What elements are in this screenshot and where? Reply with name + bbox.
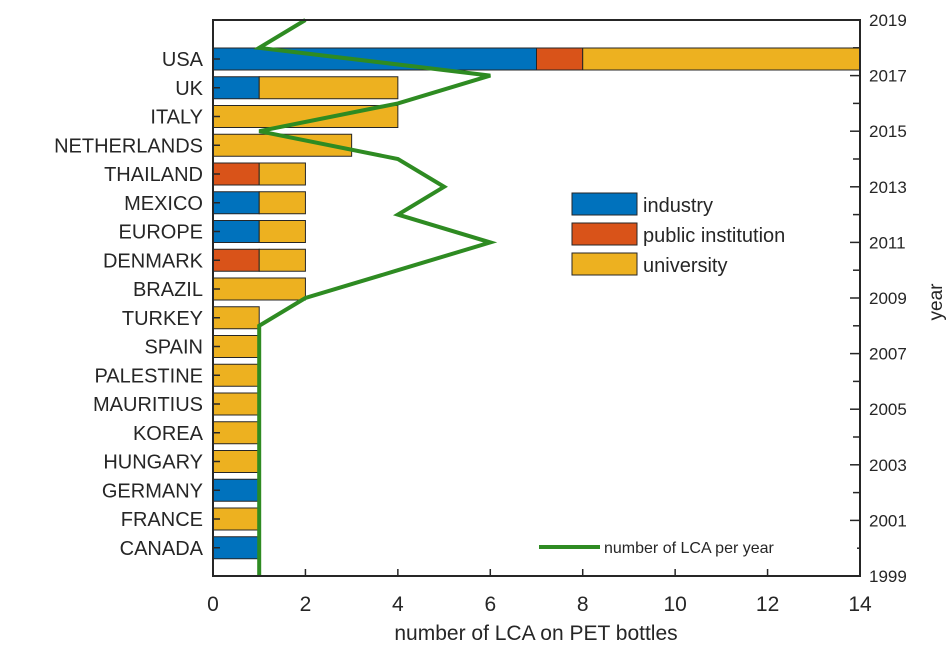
right-axis-label: year	[926, 283, 947, 321]
y-tick-label: THAILAND	[104, 164, 203, 186]
y-tick-label: USA	[162, 49, 204, 71]
x-tick-label: 0	[207, 593, 219, 616]
x-tick-label: 6	[484, 593, 496, 616]
y-tick-label: GERMANY	[102, 480, 203, 502]
y2-tick-label: 2003	[869, 456, 907, 475]
y-tick-label: TURKEY	[122, 308, 203, 330]
y2-tick-label: 2017	[869, 67, 907, 86]
bar-thailand-university	[258, 162, 306, 186]
x-tick-label: 12	[756, 593, 779, 616]
bar-uk-university	[258, 76, 399, 100]
y-tick-label: KOREA	[133, 423, 204, 445]
y-tick-label: CANADA	[120, 538, 204, 560]
y-tick-label: MEXICO	[124, 193, 203, 215]
y2-tick-label: 1999	[869, 567, 907, 586]
x-tick-label: 8	[577, 593, 589, 616]
x-tick-label: 10	[663, 593, 686, 616]
bars-group	[212, 47, 861, 560]
legend-label: public institution	[643, 225, 785, 247]
line-layer	[253, 18, 498, 576]
y2-tick-label: 2013	[869, 178, 907, 197]
y-tick-label: FRANCE	[121, 509, 203, 531]
legend: industry public institution university	[571, 192, 785, 277]
y-tick-label: DENMARK	[103, 250, 204, 272]
y-tick-label: PALESTINE	[94, 365, 203, 387]
x-tick-label: 14	[848, 593, 872, 616]
x-tick-label: 2	[300, 593, 312, 616]
bar-usa-industry	[212, 47, 537, 71]
axes-group: USA UK ITALY NETHERLANDS THAILAND MEXICO EUROP…	[54, 11, 907, 616]
y-tick-label: HUNGARY	[103, 452, 203, 474]
bar-denmark-university	[258, 248, 306, 272]
y2-tick-label: 2019	[869, 11, 907, 30]
y-tick-label: MAURITIUS	[93, 394, 203, 416]
bar-mexico-university	[258, 191, 306, 215]
legend-swatch	[571, 222, 638, 246]
x-tick-label: 4	[392, 593, 404, 616]
bar-usa-public-institution	[536, 47, 584, 71]
legend-swatch	[571, 192, 638, 216]
y2-tick-label: 2009	[869, 289, 907, 308]
y2-tick-label: 2001	[869, 511, 907, 530]
bar-usa-university	[582, 47, 861, 71]
line-lca-per-year	[253, 18, 498, 576]
legend-swatch	[571, 252, 638, 276]
y-tick-label: UK	[175, 78, 203, 100]
y2-tick-label: 2015	[869, 122, 907, 141]
y-tick-label: ITALY	[150, 107, 203, 129]
y-tick-label: NETHERLANDS	[54, 135, 203, 157]
y2-tick-label: 2007	[869, 345, 907, 364]
y-tick-label: BRAZIL	[133, 279, 203, 301]
y2-tick-label: 2005	[869, 400, 907, 419]
line-legend: number of LCA per year	[530, 532, 857, 562]
x-axis-label: number of LCA on PET bottles	[394, 622, 677, 644]
y-tick-label: EUROPE	[119, 222, 203, 244]
bar-europe-university	[258, 220, 306, 243]
bar-brazil-university	[212, 277, 306, 301]
line-legend-label: number of LCA per year	[604, 540, 775, 557]
y-tick-label: SPAIN	[144, 337, 203, 359]
y2-tick-label: 2011	[869, 233, 906, 252]
legend-label: university	[643, 255, 727, 277]
legend-label: industry	[643, 195, 713, 217]
